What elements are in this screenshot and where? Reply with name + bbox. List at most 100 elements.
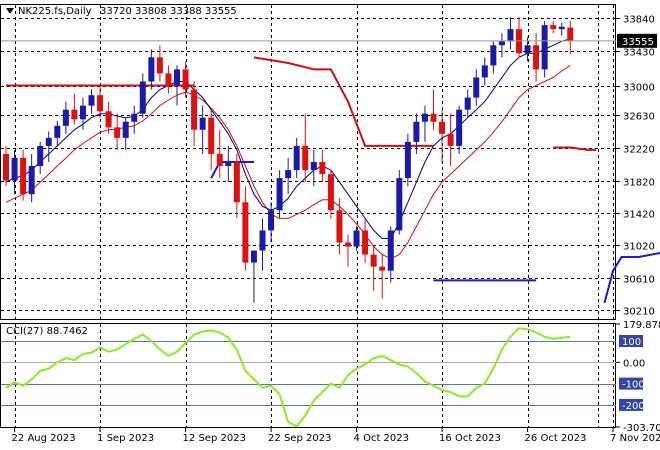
candle-body: [524, 45, 531, 54]
time-tick-label: 22 Aug 2023: [12, 433, 76, 444]
cci-level-badge: [619, 377, 643, 390]
candle-body: [105, 111, 112, 128]
chart-menu-triangle-icon[interactable]: [6, 8, 14, 14]
candle-body: [490, 45, 497, 66]
stop-down-line: [553, 146, 596, 151]
cci-level-badge: [619, 335, 643, 348]
price-tick-label: 33840: [623, 15, 655, 26]
cci-pane: 179.8788 100 0.00 -100 -200 -303.7090 CCI(27)…: [0, 320, 660, 434]
price-tick-label: 31820: [623, 178, 655, 189]
candle-body: [199, 117, 206, 130]
candle-body: [174, 69, 180, 86]
candle-body: [396, 178, 403, 231]
candle-body: [62, 109, 69, 126]
candle-body: [131, 113, 138, 122]
candle-body: [567, 27, 574, 41]
time-tick-label: 12 Sep 2023: [183, 433, 246, 444]
candle-body: [97, 95, 104, 112]
candle-body: [473, 77, 480, 98]
cci-label: CCI(27) 88.7462: [6, 326, 88, 337]
candle-body: [421, 113, 428, 122]
time-tick-label: 7 Nov 2023: [610, 433, 660, 444]
time-tick-label: 16 Oct 2023: [439, 433, 501, 444]
last-price-badge: [617, 33, 657, 48]
price-pane: 33840 33430 33000 32630 32220 31820 31420 31020…: [0, 4, 660, 320]
stop-up-line: [603, 251, 660, 304]
cci-series-line: [5, 327, 571, 428]
candle-body: [156, 57, 163, 74]
candle-body: [336, 210, 343, 243]
candle-body: [550, 25, 557, 30]
candle-body: [558, 26, 565, 30]
price-tick-label: 33430: [623, 48, 655, 59]
candle-body: [464, 97, 471, 110]
price-tick-label: 31420: [623, 210, 655, 221]
cci-tick-label: 100: [622, 337, 641, 348]
candle-body: [439, 121, 446, 134]
candle-body: [216, 153, 223, 167]
candle-body: [285, 170, 292, 179]
candle-body: [456, 109, 463, 146]
cci-tick-label: -303.7090: [623, 423, 660, 434]
cci-level-lines: [1, 341, 616, 406]
candle-body: [430, 113, 437, 122]
price-tick-label: 30210: [623, 307, 655, 318]
time-tick-label: 1 Sep 2023: [97, 433, 154, 444]
price-tick-label: 33000: [623, 83, 655, 94]
cci-tick-label: -100: [622, 380, 645, 391]
candle-body: [79, 105, 86, 120]
candle-body: [345, 242, 351, 247]
candle-body: [11, 157, 18, 181]
cci-grid: [15, 324, 614, 427]
candle-body: [259, 230, 266, 251]
candlesticks: [3, 17, 574, 303]
candle-body: [370, 254, 377, 267]
candle-body: [387, 230, 394, 271]
candle-body: [404, 141, 411, 179]
stop-down-line: [253, 56, 434, 147]
cci-tick-label: -200: [622, 401, 645, 412]
candle-body: [88, 95, 95, 106]
candle-body: [225, 162, 232, 167]
time-tick-label: 4 Oct 2023: [354, 433, 409, 444]
candle-body: [310, 162, 317, 171]
candle-body: [302, 145, 309, 171]
candle-body: [533, 45, 540, 70]
price-tick-label: 30610: [623, 275, 655, 286]
candle-body: [122, 121, 129, 138]
candle-body: [250, 250, 257, 263]
candle-body: [54, 125, 61, 138]
candle-body: [182, 69, 189, 90]
candle-body: [268, 210, 275, 231]
candle-body: [379, 266, 386, 271]
price-tick-label: 31020: [623, 242, 655, 253]
time-tick-label: 22 Sep 2023: [268, 433, 331, 444]
cci-tick-label: 0.00: [623, 358, 645, 369]
time-axis: 22 Aug 2023 1 Sep 2023 12 Sep 2023 22 Sep 2…: [12, 428, 660, 444]
candle-body: [191, 89, 198, 130]
candle-body: [327, 174, 334, 211]
candle-body: [71, 109, 78, 120]
candle-body: [413, 121, 420, 142]
candle-body: [45, 137, 52, 146]
candle-body: [20, 157, 27, 195]
chart-symbol: NK225.fs,Daily: [18, 6, 92, 17]
candle-body: [507, 29, 514, 42]
slow-ma-line: [5, 64, 571, 260]
cci-level-badge: [619, 398, 643, 411]
candle-body: [293, 145, 300, 171]
candle-body: [148, 57, 155, 82]
candle-body: [114, 127, 121, 138]
chart-ohlc: 33720 33808 33388 33555: [100, 6, 237, 17]
candle-body: [481, 65, 488, 78]
time-tick-label: 26 Oct 2023: [525, 433, 587, 444]
candle-body: [447, 133, 454, 146]
candle-body: [139, 81, 146, 114]
candle-body: [276, 178, 283, 211]
candle-body: [319, 162, 326, 175]
last-price-label: 33555: [622, 37, 654, 48]
candle-body: [242, 202, 249, 263]
candle-body: [3, 153, 9, 181]
candle-body: [165, 73, 172, 86]
